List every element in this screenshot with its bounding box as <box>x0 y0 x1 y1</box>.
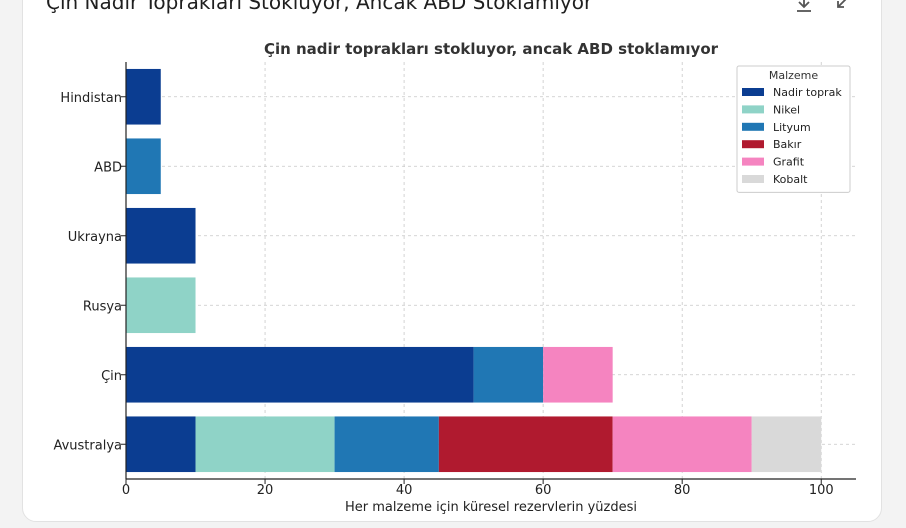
legend-label: Bakır <box>773 138 802 151</box>
x-tick-label: 80 <box>674 483 691 498</box>
bar-segment <box>438 416 613 473</box>
legend-label: Nikel <box>773 103 800 116</box>
y-tick-label: Çin <box>101 369 122 384</box>
legend-label: Nadir toprak <box>773 86 842 99</box>
legend-swatch <box>742 140 764 149</box>
bar-segment <box>543 346 613 403</box>
y-tick-label: Ukrayna <box>68 230 122 245</box>
y-tick-label: Hindistan <box>60 91 122 106</box>
x-tick-label: 60 <box>535 483 552 498</box>
legend-label: Grafit <box>773 156 805 169</box>
bar-segment <box>195 416 335 473</box>
legend-swatch <box>742 122 764 131</box>
page-title: Çin Nadir Toprakları Stokluyor, Ancak AB… <box>46 0 593 14</box>
bar-segment <box>612 416 752 473</box>
y-tick-labels: Avustralya Çin Rusya Ukrayna ABD Hindistan <box>53 91 122 454</box>
legend: Malzeme Nadir toprak Nikel Lityum Bakır Grafi… <box>736 65 851 193</box>
legend-swatch <box>742 157 764 166</box>
bars <box>126 68 822 473</box>
x-axis-label: Her malzeme için küresel rezervlerin yüz… <box>345 500 637 515</box>
x-tick-label: 40 <box>396 483 413 498</box>
legend-swatch <box>742 105 764 114</box>
bar-segment <box>126 416 196 473</box>
x-tick-label: 0 <box>122 483 130 498</box>
legend-box <box>736 65 851 193</box>
axes <box>121 62 856 484</box>
chart-title: Çin nadir toprakları stokluyor, ancak AB… <box>264 40 719 58</box>
bar-segment <box>751 416 822 473</box>
bar-segment <box>126 207 196 264</box>
y-tick-label: Avustralya <box>53 438 122 453</box>
y-tick-label: ABD <box>94 160 122 175</box>
legend-title: Malzeme <box>769 69 819 82</box>
legend-label: Lityum <box>773 121 811 134</box>
download-icon[interactable] <box>793 0 815 16</box>
y-tick-label: Rusya <box>83 299 122 314</box>
x-tick-label: 20 <box>257 483 274 498</box>
legend-label: Kobalt <box>773 173 808 186</box>
bar-segment <box>473 346 544 403</box>
legend-swatch <box>742 175 764 183</box>
x-tick-label: 100 <box>809 483 834 498</box>
bar-segment <box>126 68 161 125</box>
bar-segment <box>126 138 161 195</box>
bar-segment <box>334 416 439 473</box>
minimize-icon[interactable] <box>831 0 853 16</box>
legend-swatch <box>742 88 764 96</box>
bar-segment <box>126 277 196 334</box>
bar-segment <box>126 346 474 403</box>
x-tick-labels: 0 20 40 60 80 100 <box>122 483 834 498</box>
